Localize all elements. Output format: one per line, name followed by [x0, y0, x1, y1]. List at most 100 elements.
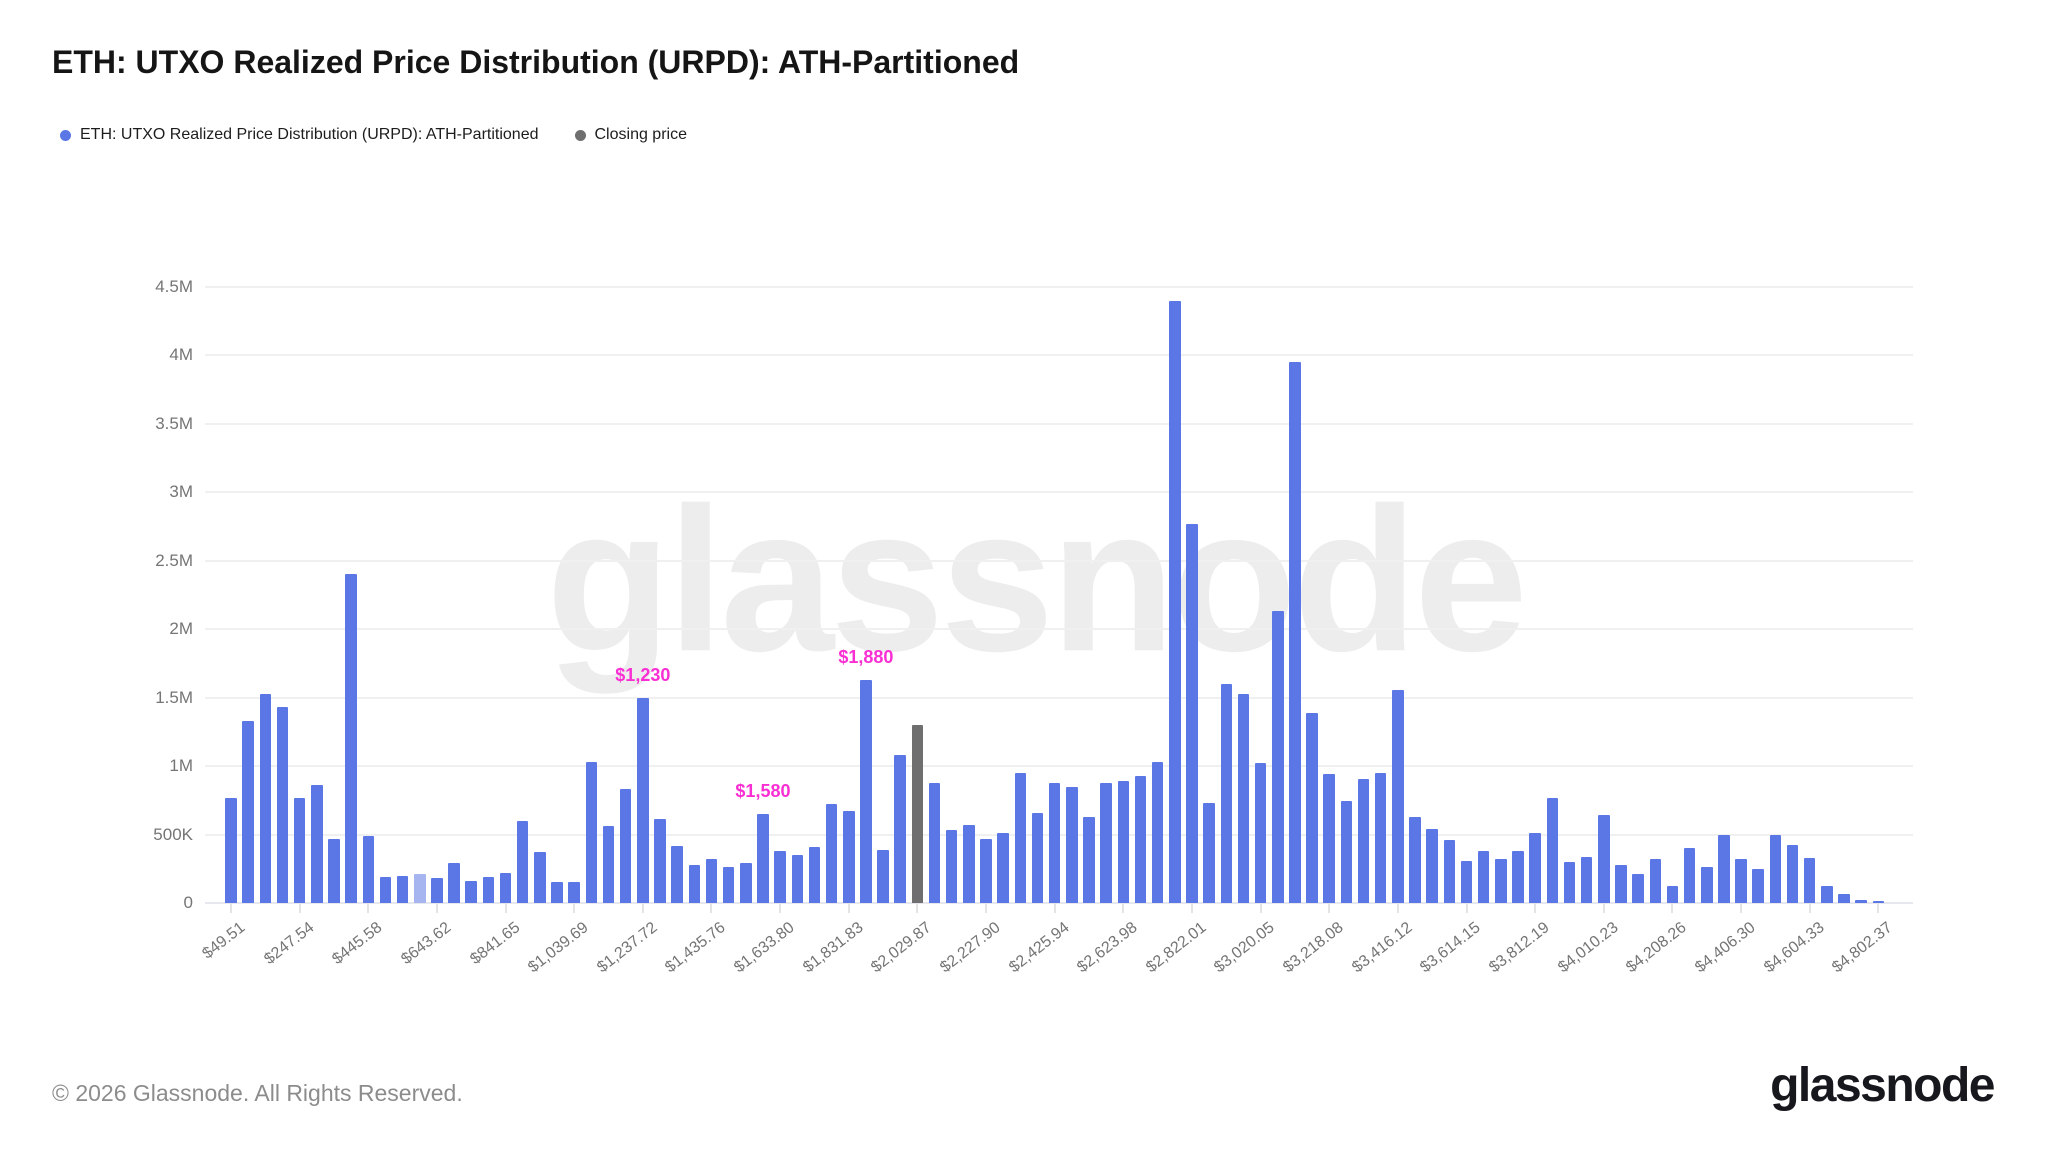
urpd-bar[interactable] [1272, 611, 1284, 903]
urpd-bar[interactable] [516, 820, 529, 903]
urpd-bar[interactable] [1409, 816, 1421, 903]
urpd-bar[interactable] [843, 811, 855, 903]
urpd-bar[interactable] [1512, 850, 1524, 903]
urpd-bar[interactable] [293, 797, 306, 903]
urpd-bar[interactable] [894, 755, 906, 903]
urpd-bar[interactable] [705, 859, 718, 903]
urpd-bar[interactable] [1374, 772, 1387, 903]
urpd-bar[interactable] [1666, 885, 1679, 903]
urpd-bar[interactable] [808, 846, 821, 903]
urpd-bar[interactable] [1134, 775, 1147, 903]
urpd-bar[interactable] [534, 851, 546, 903]
urpd-bar[interactable] [602, 826, 615, 903]
urpd-bar[interactable] [1340, 801, 1353, 903]
urpd-bar[interactable] [1460, 860, 1473, 903]
urpd-bar[interactable] [1632, 873, 1644, 903]
urpd-bar[interactable] [1031, 812, 1044, 903]
urpd-bar[interactable] [1083, 816, 1095, 903]
urpd-bar[interactable] [1289, 362, 1301, 903]
urpd-bar[interactable] [345, 574, 357, 903]
urpd-bar[interactable] [1752, 868, 1764, 903]
urpd-bar[interactable] [328, 838, 340, 903]
urpd-bar[interactable] [1426, 829, 1438, 903]
urpd-bar[interactable] [1169, 300, 1181, 903]
urpd-bar[interactable] [431, 878, 443, 903]
urpd-bar[interactable] [945, 830, 958, 903]
urpd-bar[interactable] [671, 845, 683, 903]
urpd-bar[interactable] [448, 863, 460, 903]
urpd-bar[interactable] [825, 804, 838, 903]
urpd-bar[interactable] [1701, 867, 1713, 903]
urpd-bar[interactable] [1048, 782, 1061, 903]
urpd-bar[interactable] [1769, 835, 1782, 903]
urpd-bar[interactable] [1357, 779, 1370, 903]
urpd-bar[interactable] [791, 855, 804, 903]
urpd-bar[interactable] [1529, 832, 1541, 903]
urpd-bar[interactable] [396, 875, 409, 903]
urpd-bar[interactable] [1254, 763, 1267, 903]
urpd-bar[interactable] [1477, 850, 1490, 903]
urpd-bar[interactable] [1803, 857, 1816, 903]
urpd-bar[interactable] [242, 720, 254, 903]
urpd-bar[interactable] [259, 693, 272, 903]
urpd-bar[interactable] [1392, 690, 1404, 903]
urpd-bar[interactable] [1186, 523, 1198, 903]
urpd-bar[interactable] [1838, 894, 1850, 903]
urpd-bar[interactable] [757, 814, 769, 903]
urpd-bar[interactable] [1443, 840, 1456, 903]
urpd-bar[interactable] [688, 864, 701, 903]
urpd-bar[interactable] [963, 824, 975, 903]
urpd-bar[interactable] [1237, 693, 1250, 903]
urpd-bar[interactable] [362, 835, 375, 903]
urpd-bar[interactable] [1563, 861, 1576, 903]
y-axis-tick-label: 1M [169, 756, 193, 776]
urpd-bar[interactable] [225, 797, 237, 903]
urpd-bar-highlighted[interactable] [414, 874, 426, 903]
urpd-bar[interactable] [1580, 857, 1593, 903]
urpd-bar[interactable] [928, 782, 941, 903]
urpd-bar[interactable] [276, 707, 289, 903]
legend-item-closing-price[interactable]: Closing price [574, 126, 687, 144]
urpd-bar[interactable] [1598, 814, 1610, 903]
urpd-bar[interactable] [1872, 901, 1885, 903]
urpd-bar[interactable] [551, 882, 563, 903]
urpd-bar[interactable] [1683, 848, 1696, 903]
urpd-bar[interactable] [1323, 774, 1335, 903]
urpd-bar[interactable] [1203, 803, 1215, 903]
urpd-bar[interactable] [311, 785, 323, 903]
urpd-bar[interactable] [482, 876, 495, 903]
urpd-bar[interactable] [740, 863, 752, 903]
urpd-bar[interactable] [568, 882, 580, 903]
urpd-bar[interactable] [1786, 844, 1799, 903]
urpd-bar[interactable] [1546, 797, 1559, 903]
urpd-bar[interactable] [619, 789, 632, 903]
urpd-bar[interactable] [774, 850, 786, 903]
legend-item-urpd[interactable]: ETH: UTXO Realized Price Distribution (U… [60, 126, 539, 144]
closing-price-bar[interactable] [911, 725, 924, 903]
urpd-bar[interactable] [1735, 859, 1747, 903]
urpd-bar[interactable] [637, 697, 649, 903]
urpd-bar[interactable] [1649, 859, 1662, 903]
urpd-bar[interactable] [1495, 859, 1507, 903]
urpd-bar[interactable] [1066, 786, 1078, 903]
urpd-bar[interactable] [877, 849, 889, 903]
urpd-bar[interactable] [1718, 834, 1730, 903]
urpd-bar[interactable] [1821, 885, 1833, 903]
urpd-bar[interactable] [1220, 683, 1233, 903]
urpd-bar[interactable] [499, 872, 512, 903]
urpd-bar[interactable] [980, 838, 992, 903]
urpd-bar[interactable] [1100, 782, 1112, 903]
urpd-bar[interactable] [1151, 762, 1164, 903]
urpd-bar[interactable] [722, 867, 735, 903]
urpd-bar[interactable] [585, 762, 598, 903]
urpd-bar[interactable] [379, 876, 392, 903]
urpd-bar[interactable] [997, 833, 1009, 903]
urpd-bar[interactable] [1615, 865, 1627, 903]
urpd-bar[interactable] [1014, 772, 1027, 903]
urpd-bar[interactable] [1855, 900, 1867, 903]
urpd-bar[interactable] [1306, 712, 1318, 903]
urpd-bar[interactable] [654, 819, 666, 903]
urpd-bar[interactable] [465, 881, 477, 903]
urpd-bar[interactable] [860, 679, 872, 903]
urpd-bar[interactable] [1117, 781, 1130, 903]
